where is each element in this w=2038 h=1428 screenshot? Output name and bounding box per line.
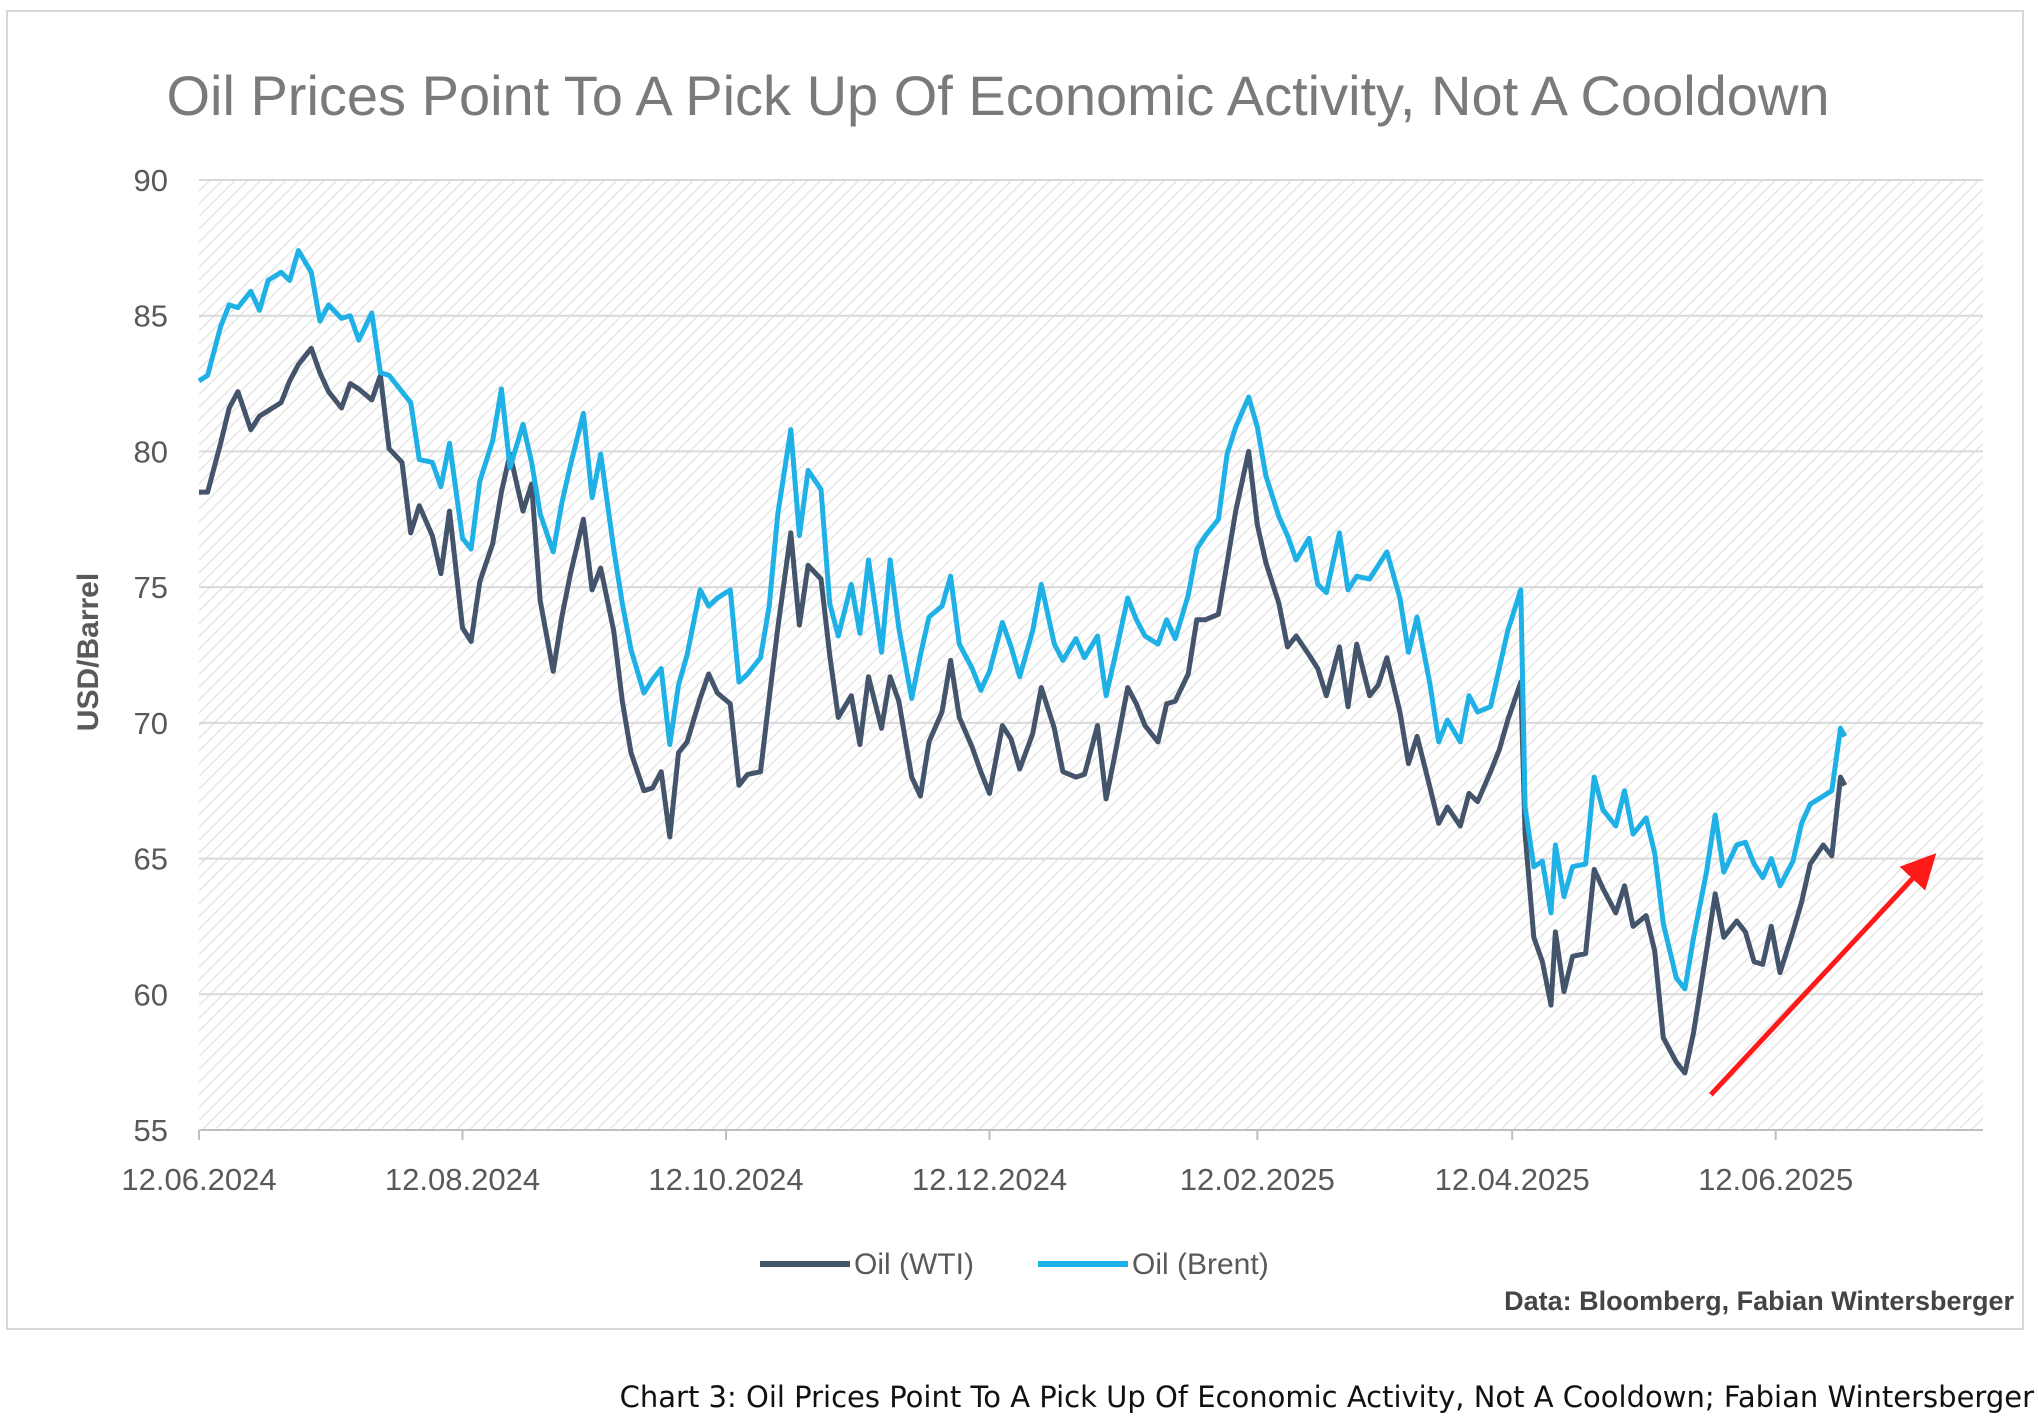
x-tick-label: 12.06.2024 bbox=[121, 1162, 276, 1197]
oil-price-chart: Oil Prices Point To A Pick Up Of Economi… bbox=[72, 64, 2014, 1316]
x-axis: 12.06.2024 12.08.2024 12.10.2024 12.12.2024… bbox=[121, 1129, 1983, 1197]
chart-frame: Oil Prices Point To A Pick Up Of Economi… bbox=[6, 10, 2024, 1330]
figure-caption: Chart 3: Oil Prices Point To A Pick Up O… bbox=[619, 1380, 2034, 1414]
x-tick-label: 12.08.2024 bbox=[385, 1162, 540, 1197]
x-tick-label: 12.06.2025 bbox=[1698, 1162, 1853, 1197]
y-axis: 90 85 80 75 70 65 60 55 bbox=[134, 163, 168, 1148]
legend-label-brent: Oil (Brent) bbox=[1132, 1248, 1269, 1281]
y-tick-label: 75 bbox=[134, 570, 168, 605]
y-axis-label: USD/Barrel bbox=[72, 573, 105, 731]
series-line-brent bbox=[197, 248, 1848, 992]
y-tick-label: 55 bbox=[134, 1113, 168, 1148]
y-tick-label: 90 bbox=[134, 163, 168, 198]
annotations bbox=[1709, 853, 1937, 1097]
y-tick-label: 85 bbox=[134, 299, 168, 334]
x-tick-label: 12.10.2024 bbox=[648, 1162, 803, 1197]
legend: Oil (WTI) Oil (Brent) bbox=[760, 1248, 1269, 1281]
legend-label-wti: Oil (WTI) bbox=[854, 1248, 974, 1281]
source-note: Data: Bloomberg, Fabian Wintersberger bbox=[1504, 1286, 2014, 1316]
series-lines bbox=[197, 248, 1848, 1076]
x-tick-label: 12.02.2025 bbox=[1180, 1162, 1335, 1197]
series-line-wti bbox=[199, 345, 1848, 1076]
y-tick-label: 65 bbox=[134, 842, 168, 877]
chart-title: Oil Prices Point To A Pick Up Of Economi… bbox=[166, 64, 1829, 127]
x-tick-label: 12.12.2024 bbox=[912, 1162, 1067, 1197]
trend-arrow bbox=[1709, 853, 1937, 1097]
plot-area bbox=[199, 180, 1983, 1130]
y-tick-label: 80 bbox=[134, 434, 168, 469]
y-tick-label: 60 bbox=[134, 977, 168, 1012]
x-tick-label: 12.04.2025 bbox=[1435, 1162, 1590, 1197]
gridlines bbox=[199, 179, 1983, 1131]
y-tick-label: 70 bbox=[134, 706, 168, 741]
